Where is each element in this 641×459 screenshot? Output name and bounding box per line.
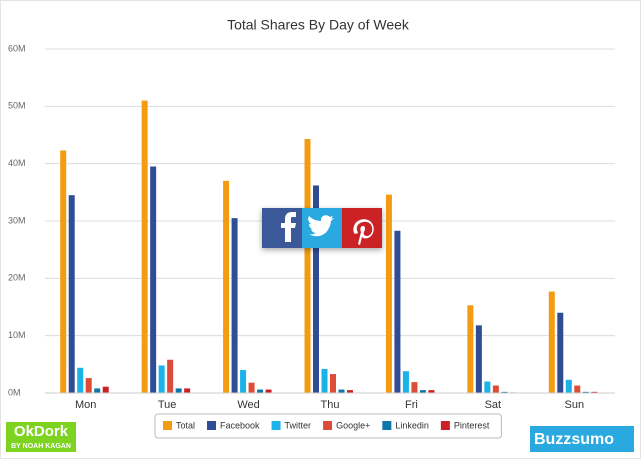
bar: [77, 367, 84, 393]
x-tick-label: Wed: [237, 399, 259, 411]
chart-title: Total Shares By Day of Week: [227, 17, 410, 33]
y-tick-label: 10M: [8, 330, 26, 340]
bar: [492, 385, 499, 393]
bar: [475, 325, 482, 393]
legend-swatch: [440, 421, 450, 430]
bar: [94, 388, 101, 393]
bar: [582, 391, 589, 393]
buzzsumo-text: Buzzsumo: [534, 431, 614, 448]
bar: [330, 374, 336, 393]
legend-items: Total Facebook Twitter Google+ Linkedin Pinte…: [163, 420, 490, 430]
bar: [60, 150, 67, 393]
bar: [175, 388, 182, 393]
bar: [102, 386, 109, 393]
bar: [167, 359, 174, 393]
x-tick-label: Thu: [321, 399, 340, 411]
bar: [394, 230, 401, 393]
y-tick-label: 50M: [8, 101, 26, 111]
legend-swatch: [163, 421, 172, 430]
bar: [419, 390, 426, 393]
bar: [574, 385, 581, 393]
bar: [231, 218, 238, 393]
okdork-text: OkDork: [14, 423, 69, 440]
bar: [223, 180, 230, 393]
legend-swatch: [271, 421, 281, 430]
bar: [385, 194, 392, 393]
bar: [257, 389, 264, 393]
bar: [411, 382, 418, 393]
twitter-icon: [308, 215, 334, 237]
bar: [347, 390, 353, 393]
y-tick-label: 30M: [8, 215, 26, 225]
legend-swatch: [207, 421, 217, 430]
legend-swatch: [323, 421, 333, 430]
bar: [265, 389, 272, 393]
x-tick-label: Mon: [75, 399, 96, 411]
bar: [565, 379, 572, 393]
bar: [304, 139, 311, 393]
y-tick-label: 0M: [8, 387, 21, 397]
bar: [557, 312, 564, 393]
x-tick-label: Tue: [158, 399, 177, 411]
y-tick-label: 60M: [8, 43, 26, 53]
y-tick-label: 20M: [8, 273, 26, 283]
legend-label: Twitter: [285, 420, 312, 430]
facebook-icon: [281, 212, 296, 242]
bar: [184, 388, 191, 393]
bar: [158, 365, 165, 393]
legend-label: Pinterest: [454, 420, 490, 430]
buzzsumo-logo: [530, 426, 634, 452]
bar: [428, 390, 435, 393]
legend-label: Linkedin: [395, 420, 429, 430]
bar: [321, 368, 328, 393]
x-tick-label: Fri: [405, 399, 418, 411]
bar: [467, 305, 474, 393]
x-tick-label: Sat: [485, 399, 502, 411]
legend-label: Total: [176, 420, 195, 430]
bar: [313, 185, 319, 393]
pinterest-icon: [353, 219, 374, 245]
bar: [591, 391, 598, 393]
legend-label: Google+: [336, 420, 370, 430]
okdork-tagline: BY NOAH KAGAN: [11, 443, 71, 450]
x-tick-label: Sun: [564, 399, 584, 411]
bar: [141, 100, 148, 393]
okdork-logo: [6, 422, 76, 452]
bar: [240, 370, 247, 393]
bar: [402, 371, 409, 393]
bar: [248, 382, 255, 393]
bar: [150, 166, 157, 393]
bar: [484, 381, 491, 393]
bar: [501, 391, 508, 393]
bar: [85, 378, 92, 393]
bar: [338, 389, 345, 393]
plot-area: 0M 10M 20M 30M 40M 50M 60M Mon Tue Wed Thu Fri Sat Su…: [8, 43, 615, 411]
bar: [68, 195, 75, 393]
legend-label: Facebook: [220, 420, 260, 430]
y-tick-label: 40M: [8, 158, 26, 168]
bar: [548, 291, 555, 393]
legend-swatch: [382, 421, 392, 430]
